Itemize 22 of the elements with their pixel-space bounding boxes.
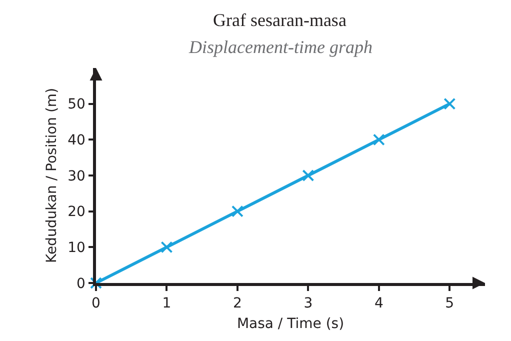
y-tick-label: 0 [76, 276, 86, 292]
x-tick-label: 1 [162, 296, 172, 312]
chart-title: Graf sesaran-masa [213, 10, 346, 30]
x-tick-label: 3 [304, 296, 313, 312]
point [231, 205, 244, 218]
x-tick-label: 2 [232, 296, 242, 312]
point [90, 277, 102, 289]
point [372, 134, 385, 146]
x-tick-label: 0 [92, 296, 100, 312]
y-tick-label: 50 [68, 96, 86, 113]
x-axis-title: Masa / Time (s) [236, 316, 344, 332]
point [160, 241, 173, 254]
y-tick-label: 40 [68, 132, 86, 149]
y-tick-label: 10 [68, 240, 86, 256]
x-tick-label: 4 [374, 296, 384, 312]
chart-subtitle: Displacement-time graph [188, 37, 372, 57]
y-axis-title: Kedudukan / Position (m) [44, 88, 60, 264]
y-tick-label: 20 [68, 204, 86, 220]
point [444, 98, 456, 110]
x-tick-label: 5 [445, 296, 454, 312]
point [302, 170, 314, 182]
y-tick-label: 30 [68, 168, 86, 184]
